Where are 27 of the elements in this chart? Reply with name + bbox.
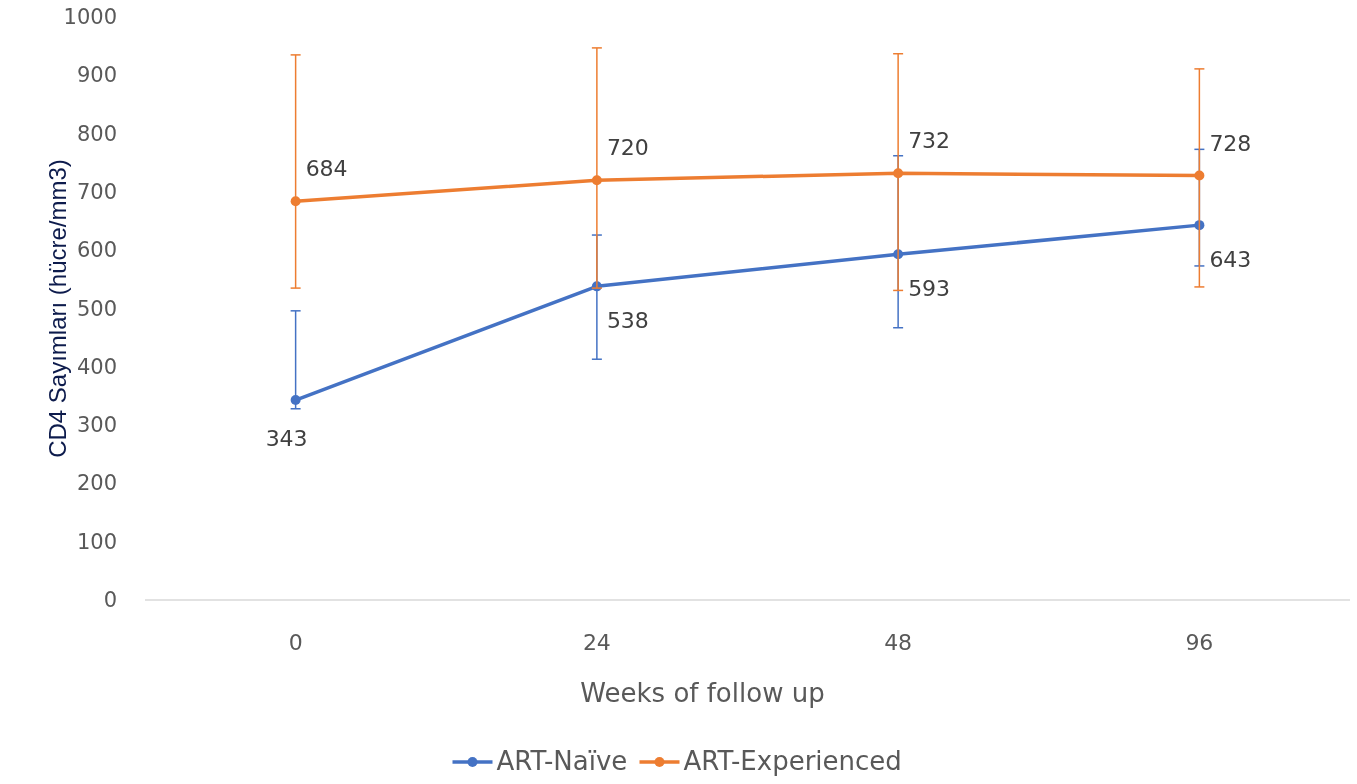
y-tick-label: 700: [76, 179, 117, 204]
data-label: 732: [908, 128, 951, 154]
y-tick-label: 900: [76, 63, 117, 88]
x-tick-label: 0: [288, 630, 303, 655]
y-tick-label: 100: [76, 529, 117, 554]
legend-label: ART-Experienced: [683, 746, 902, 776]
y-axis-title: CD4 Sayımları (hücre/mm3): [44, 159, 71, 458]
y-tick-label: 800: [76, 121, 117, 146]
x-tick-label: 24: [582, 630, 611, 655]
y-tick-label: 500: [76, 296, 117, 321]
data-label: 720: [606, 135, 649, 161]
data-label: 538: [606, 308, 649, 334]
y-tick-label: 1000: [63, 5, 117, 29]
y-tick-label: 600: [76, 238, 117, 263]
data-label: 684: [305, 156, 348, 182]
y-tick-label: 400: [76, 354, 117, 379]
data-label: 593: [908, 276, 951, 302]
data-label: 343: [265, 426, 308, 452]
legend-label: ART-Naïve: [496, 746, 628, 776]
x-axis-title: Weeks of follow up: [580, 678, 825, 708]
y-tick-label: 200: [76, 471, 117, 496]
data-label: 728: [1209, 130, 1252, 156]
x-tick-label: 48: [884, 630, 913, 655]
data-label: 643: [1209, 247, 1252, 273]
y-tick-label: 0: [103, 588, 117, 612]
y-tick-label: 300: [76, 413, 117, 438]
x-tick-label: 96: [1185, 630, 1214, 655]
